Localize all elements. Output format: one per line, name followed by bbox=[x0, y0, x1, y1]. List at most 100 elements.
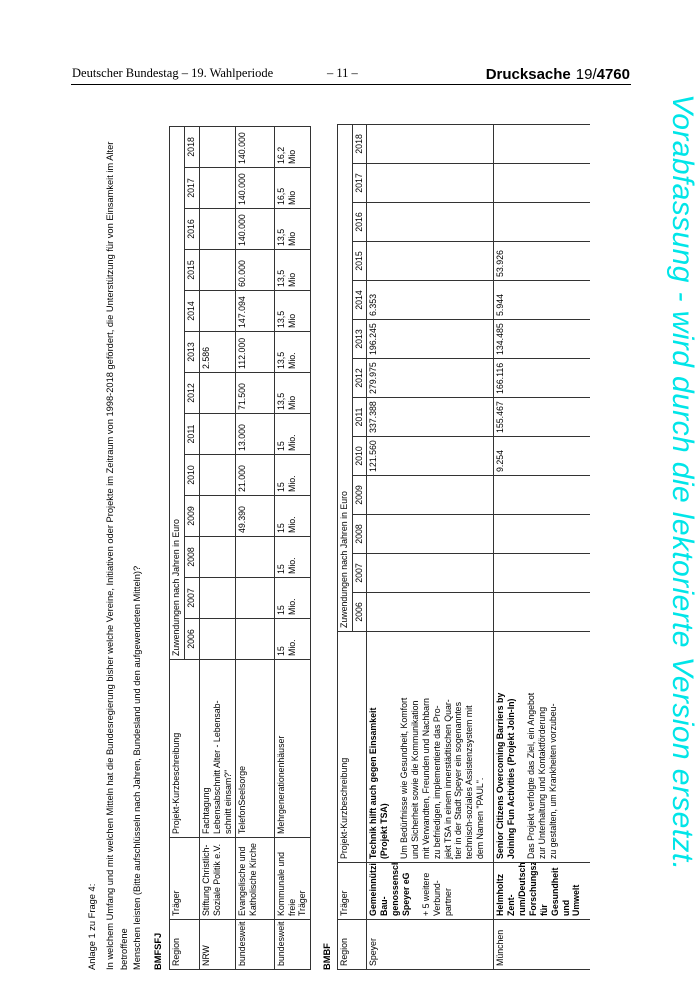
year-header: 2017 bbox=[184, 167, 200, 209]
value-cell: 279.975 bbox=[366, 358, 494, 398]
annex-title: Anlage 1 zu Frage 4: bbox=[87, 883, 97, 970]
value-cell: 21.000 bbox=[235, 454, 275, 496]
value-cell: 49.390 bbox=[235, 495, 275, 537]
year-header: 2011 bbox=[184, 413, 200, 455]
drucksache-title: Drucksache 19/4760 bbox=[486, 66, 630, 83]
bmfsfj-table-container: Region Träger Projekt-Kurzbeschreibung Zuwe… bbox=[169, 100, 311, 970]
value-cell: 121.560 bbox=[366, 436, 494, 476]
value-cell bbox=[366, 592, 494, 632]
value-cell bbox=[493, 202, 590, 242]
value-cell bbox=[235, 618, 275, 660]
value-cell: 15 Mio. bbox=[274, 577, 311, 619]
value-cell: 15 Mio. bbox=[274, 454, 311, 496]
drucksache-session: 19/ bbox=[575, 66, 597, 83]
header-row: Region Träger Projekt-Kurzbeschreibung Zuwe… bbox=[337, 124, 367, 970]
year-header: 2007 bbox=[352, 553, 367, 593]
value-cell: 15 Mio. bbox=[274, 536, 311, 578]
value-cell bbox=[493, 124, 590, 164]
page-number: – 11 – bbox=[327, 66, 358, 80]
year-header: 2016 bbox=[184, 208, 200, 250]
value-cell: 13,5 Mio bbox=[274, 372, 311, 414]
value-cell bbox=[199, 208, 236, 250]
section-label-bmfsfj: BMFSFJ bbox=[153, 932, 164, 970]
value-cell: 112.000 bbox=[235, 331, 275, 373]
value-cell bbox=[199, 495, 236, 537]
value-cell: 16,5 Mio bbox=[274, 167, 311, 209]
value-cell: 13,5 Mio. bbox=[274, 331, 311, 373]
value-cell bbox=[366, 514, 494, 554]
value-cell: 13,5 Mio bbox=[274, 208, 311, 250]
table-row: NRW Stiftung Christlich- Soziale Politik … bbox=[199, 126, 236, 970]
value-cell bbox=[366, 124, 494, 164]
traeger-cell: Kommunale und freie Träger bbox=[274, 837, 311, 920]
col-header-projekt: Projekt-Kurzbeschreibung bbox=[169, 659, 200, 838]
value-cell: 147.094 bbox=[235, 290, 275, 332]
value-cell bbox=[493, 163, 590, 203]
region-cell: bundesweit bbox=[274, 919, 311, 970]
value-cell bbox=[199, 372, 236, 414]
year-header: 2008 bbox=[184, 536, 200, 578]
drucksache-label: Drucksache bbox=[485, 66, 571, 83]
value-cell bbox=[493, 553, 590, 593]
traeger-cell: Stiftung Christlich- Soziale Politik e.V… bbox=[199, 837, 236, 920]
value-cell: 53.926 bbox=[493, 241, 590, 281]
value-cell: 2.586 bbox=[199, 331, 236, 373]
question-text: In welchem Umfang und mit welchen Mittel… bbox=[105, 141, 143, 970]
value-cell: 13,5 Mio bbox=[274, 290, 311, 332]
year-header: 2014 bbox=[352, 280, 367, 320]
year-header: 2007 bbox=[184, 577, 200, 619]
page-header: Deutscher Bundestag – 19. Wahlperiode – … bbox=[72, 63, 630, 83]
traeger-cell: Gemeinnützige Bau- genossenschaft Speyer… bbox=[366, 862, 494, 920]
value-cell bbox=[199, 167, 236, 209]
year-header: 2006 bbox=[352, 592, 367, 632]
year-header: 2009 bbox=[352, 475, 367, 515]
col-header-region: Region bbox=[169, 919, 200, 970]
value-cell bbox=[199, 577, 236, 619]
region-cell: NRW bbox=[199, 919, 236, 970]
value-cell: 5.944 bbox=[493, 280, 590, 320]
year-header: 2018 bbox=[352, 124, 367, 164]
value-cell: 140.000 bbox=[235, 208, 275, 250]
traeger-cell: Evangelische und Katholische Kirche bbox=[235, 837, 275, 920]
value-cell: 13,5 Mio bbox=[274, 249, 311, 291]
value-cell bbox=[235, 536, 275, 578]
value-cell bbox=[199, 536, 236, 578]
year-header: 2010 bbox=[184, 454, 200, 496]
value-cell bbox=[493, 592, 590, 632]
value-cell: 155.467 bbox=[493, 397, 590, 437]
section-label-bmbf: BMBF bbox=[321, 943, 332, 970]
table-row: bundesweit Evangelische und Katholische K… bbox=[235, 126, 275, 970]
rotated-content: Anlage 1 zu Frage 4: In welchem Umfang u… bbox=[86, 100, 590, 970]
value-cell: 13.000 bbox=[235, 413, 275, 455]
projekt-cell: Mehrgenerationenhäuser bbox=[274, 659, 311, 838]
header-left-title: Deutscher Bundestag – 19. Wahlperiode bbox=[72, 66, 274, 80]
value-cell bbox=[199, 454, 236, 496]
year-header: 2012 bbox=[352, 358, 367, 398]
year-header: 2017 bbox=[352, 163, 367, 203]
value-cell: 15 Mio. bbox=[274, 618, 311, 660]
value-cell: 16,2 Mio bbox=[274, 126, 311, 168]
value-cell bbox=[199, 126, 236, 168]
projekt-cell: Fachtagung Lebensabschnitt Alter - Leben… bbox=[199, 659, 236, 838]
value-cell: 196.245 bbox=[366, 319, 494, 359]
value-cell bbox=[199, 290, 236, 332]
value-cell bbox=[366, 241, 494, 281]
year-header: 2006 bbox=[184, 618, 200, 660]
table-row: bundesweit Kommunale und freie Träger Mehr… bbox=[274, 126, 311, 970]
year-header: 2015 bbox=[352, 241, 367, 281]
value-cell bbox=[199, 618, 236, 660]
col-header-zuwendungen: Zuwendungen nach Jahren in Euro bbox=[337, 124, 353, 632]
value-cell: 140.000 bbox=[235, 126, 275, 168]
projekt-cell: Senior Citizens Overcoming Barriers by J… bbox=[493, 631, 590, 863]
year-header: 2013 bbox=[184, 331, 200, 373]
bmbf-table-container: Region Träger Projekt-Kurzbeschreibung Zuwe… bbox=[337, 100, 590, 970]
drucksache-number: 4760 bbox=[596, 66, 630, 83]
year-header: 2016 bbox=[352, 202, 367, 242]
value-cell bbox=[366, 475, 494, 515]
value-cell: 166.116 bbox=[493, 358, 590, 398]
value-cell: 6.353 bbox=[366, 280, 494, 320]
value-cell bbox=[493, 475, 590, 515]
traeger-cell: Helmholtz Zent- rum/Deutsches Forschungs… bbox=[493, 862, 590, 920]
bmbf-table: Region Träger Projekt-Kurzbeschreibung Zuwe… bbox=[337, 124, 590, 970]
value-cell: 140.000 bbox=[235, 167, 275, 209]
